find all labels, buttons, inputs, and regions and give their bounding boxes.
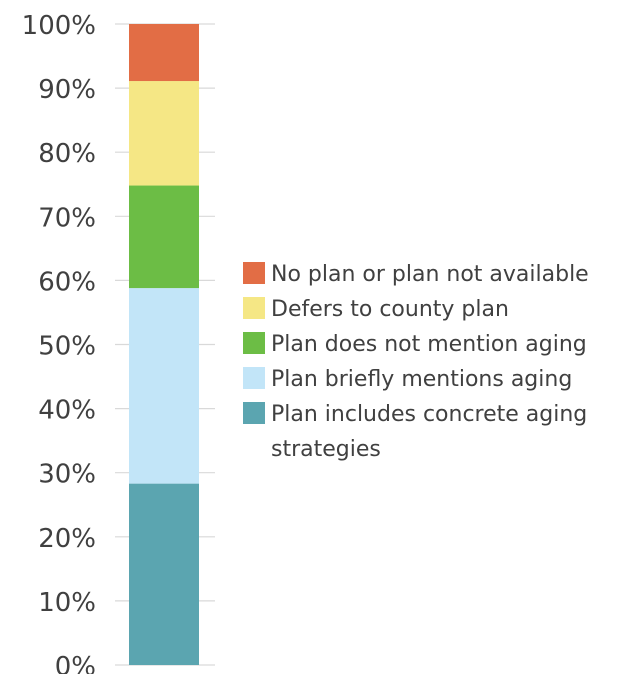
legend-label-line: strategies (271, 437, 381, 462)
bar-stack (129, 24, 199, 665)
y-tick-label: 80% (38, 139, 96, 169)
y-tick-label: 10% (38, 588, 96, 618)
y-tick-label: 90% (38, 75, 96, 105)
y-tick-label: 100% (22, 11, 96, 41)
legend-swatch (243, 297, 265, 319)
legend-swatch (243, 367, 265, 389)
legend-label: Defers to county plan (271, 297, 509, 322)
bar-segment-5 (129, 24, 199, 82)
legend-label: Plan includes concrete aging strategies (271, 402, 587, 462)
bar-segment-3 (129, 185, 199, 289)
legend-label: Plan briefly mentions aging (271, 367, 572, 392)
legend-label-line: Plan includes concrete aging (271, 402, 587, 427)
y-tick-label: 50% (38, 332, 96, 362)
y-tick-label: 30% (38, 460, 96, 490)
y-tick-label: 60% (38, 267, 96, 297)
bar-segment-4 (129, 81, 199, 186)
bar-segment-1 (129, 483, 199, 665)
y-tick-label: 70% (38, 203, 96, 233)
legend-label: No plan or plan not available (271, 262, 589, 287)
y-tick-label: 0% (55, 652, 96, 674)
legend-swatch (243, 402, 265, 424)
legend: No plan or plan not available Defers to c… (243, 262, 589, 462)
legend-swatch (243, 332, 265, 354)
y-tick-label: 40% (38, 396, 96, 426)
legend-label: Plan does not mention aging (271, 332, 587, 357)
bar-segment-2 (129, 288, 199, 484)
y-tick-label: 20% (38, 524, 96, 554)
legend-swatch (243, 262, 265, 284)
